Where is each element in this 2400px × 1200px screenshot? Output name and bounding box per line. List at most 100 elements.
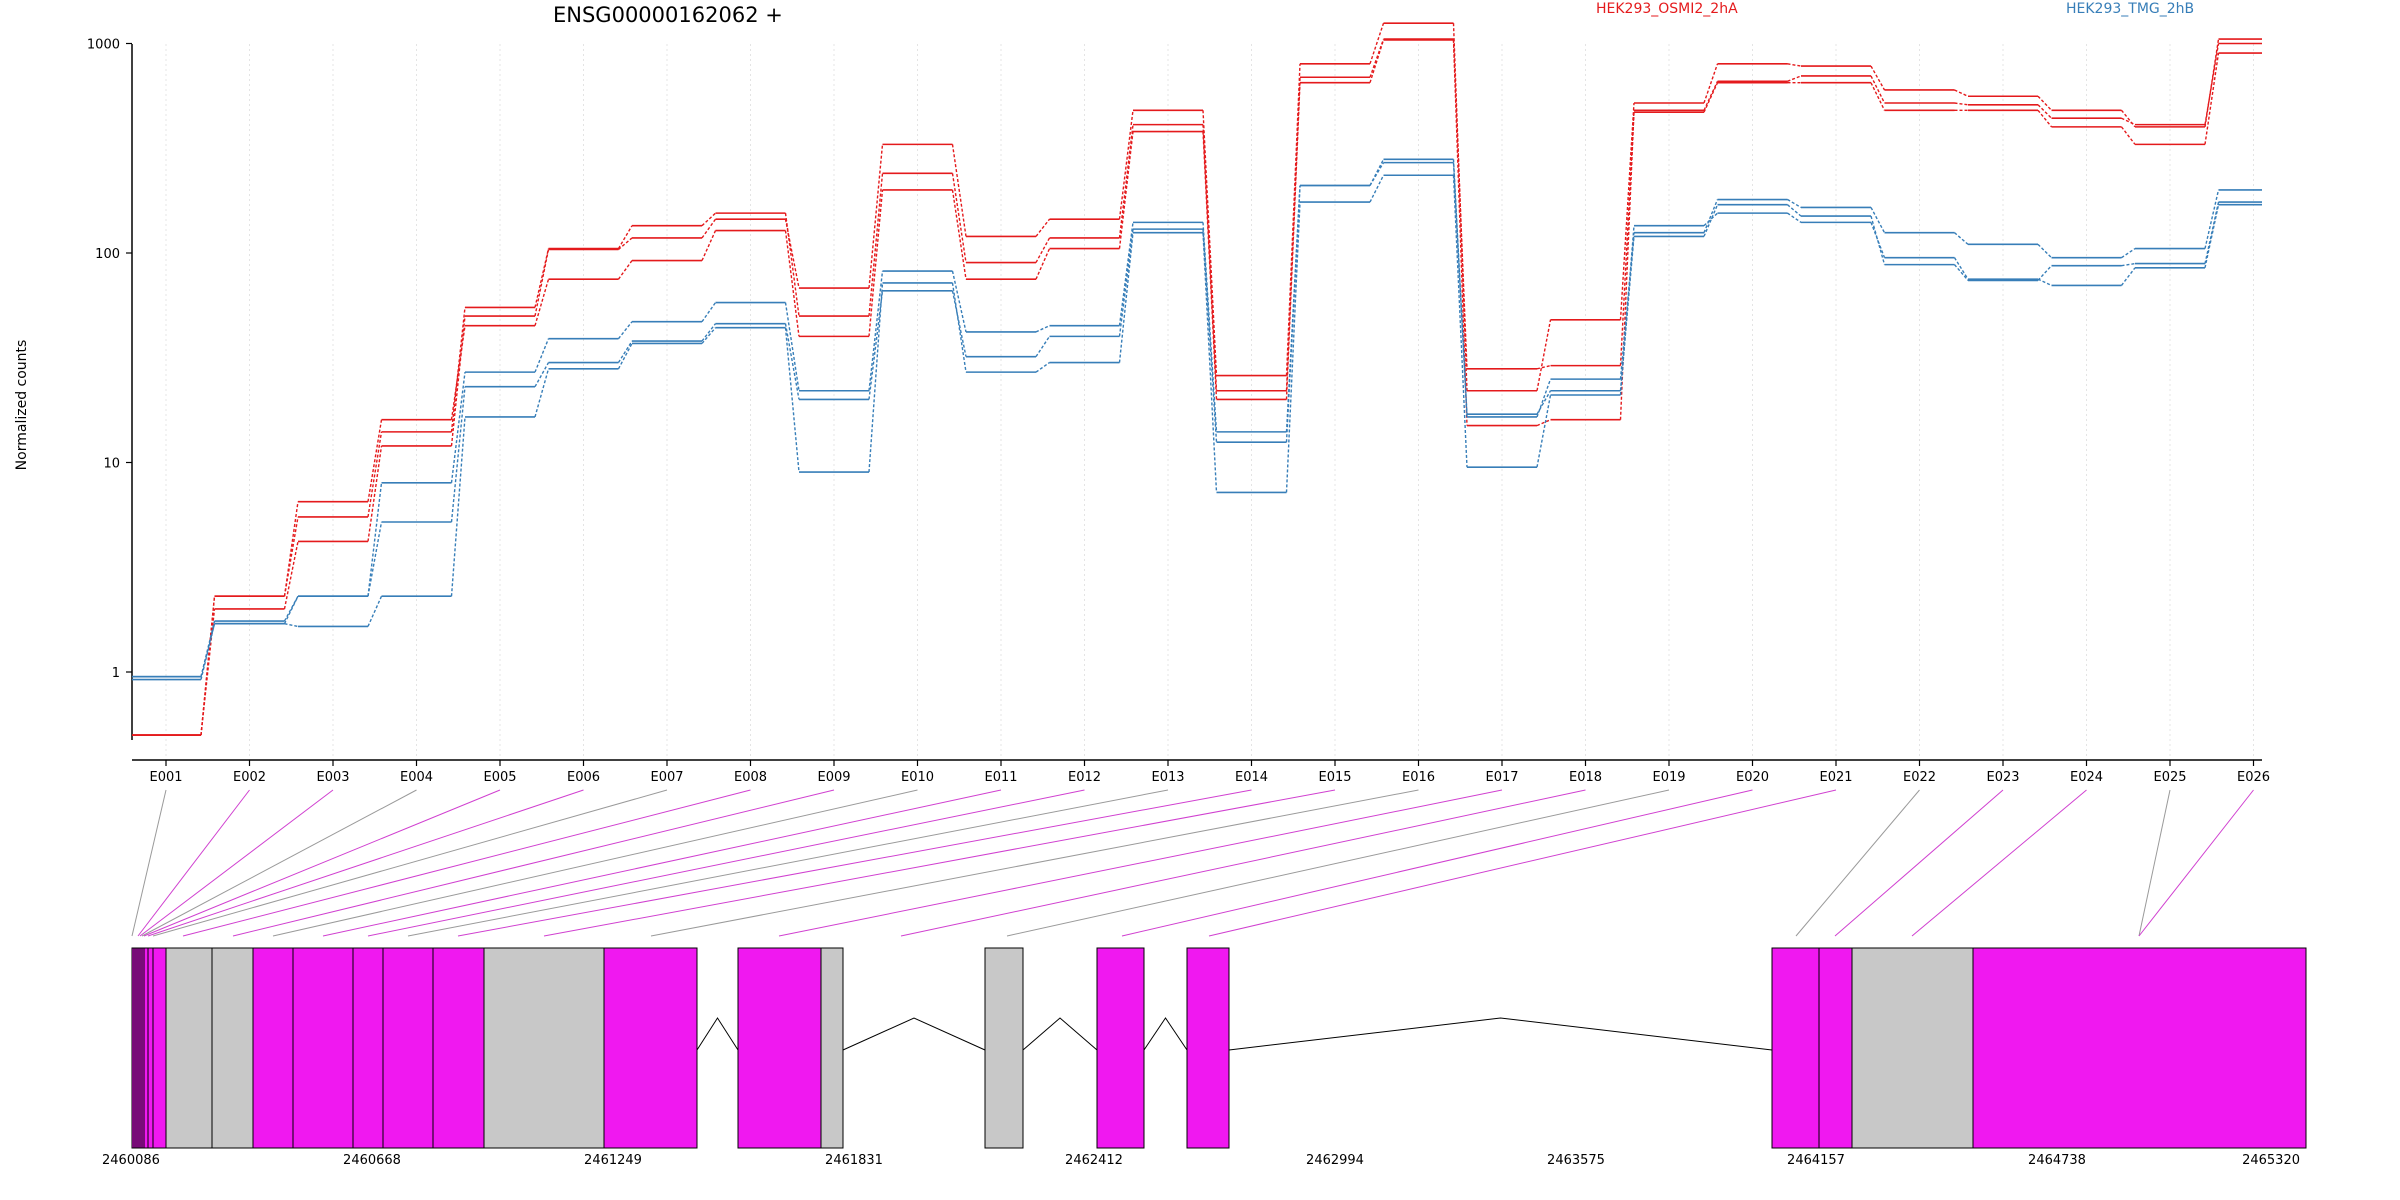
series-connector [1536, 394, 1552, 468]
series-connector [1787, 204, 1802, 217]
series-connector [1035, 335, 1051, 358]
exon-connector [147, 789, 584, 937]
exon-block [165, 947, 213, 1149]
series-connector [2120, 267, 2136, 286]
exon-block [1818, 947, 1853, 1149]
series-connector [2037, 243, 2052, 259]
intron-line [1143, 1017, 1188, 1051]
chart-title: ENSG00000162062 + [553, 3, 783, 27]
series-connector [450, 325, 466, 420]
series-connector [617, 343, 633, 370]
series-connector [2121, 247, 2136, 259]
x-tick-label: E020 [1736, 770, 1769, 785]
exon-block [1096, 947, 1145, 1149]
series-connector [1619, 232, 1635, 380]
coordinate-tick-label: 2465320 [2242, 1153, 2300, 1168]
exon-connector [2138, 789, 2254, 937]
series-connector [2204, 43, 2220, 125]
x-tick-label: E021 [1819, 770, 1852, 785]
series-connector [784, 323, 800, 400]
series-connector [1536, 364, 1551, 370]
exon-block [1972, 947, 2307, 1149]
exon-block [1186, 947, 1230, 1149]
series-connector [283, 516, 299, 597]
x-tick-label: E001 [149, 770, 182, 785]
x-tick-label: E009 [817, 770, 850, 785]
series-connector [868, 189, 884, 337]
series-connector [1118, 124, 1134, 239]
series-connector [1369, 162, 1385, 186]
series-connector [2204, 52, 2220, 145]
series-connector [200, 596, 216, 736]
series-connector [1619, 225, 1635, 396]
exon-connector [1834, 789, 2004, 937]
series-connector [701, 323, 717, 342]
y-tick-label: 10 [103, 457, 120, 472]
exon-block [737, 947, 822, 1149]
x-tick-label: E018 [1569, 770, 1602, 785]
exon-connector [367, 789, 1085, 937]
series-connector [1954, 232, 1969, 245]
series-connector [1035, 361, 1050, 373]
series-line [132, 174, 2262, 681]
series-connector [2037, 109, 2053, 128]
exon-block [292, 947, 354, 1149]
exon-connector [650, 789, 1419, 937]
series-connector [2120, 126, 2136, 145]
y-axis-label: Normalized counts [14, 340, 30, 471]
exon-connector [152, 789, 668, 937]
exon-block [1771, 947, 1820, 1149]
series-connector [534, 338, 550, 373]
series-connector [367, 431, 383, 518]
series-connector [617, 260, 633, 280]
series-connector [1035, 218, 1051, 237]
series-connector [200, 623, 216, 680]
x-tick-label: E025 [2153, 770, 2186, 785]
x-tick-label: E014 [1235, 770, 1268, 785]
series-connector [2037, 95, 2053, 111]
series-connector [534, 248, 550, 308]
exon-block [147, 947, 154, 1149]
legend-entry-1: HEK293_TMG_2hB [2066, 1, 2194, 17]
series-connector [1787, 198, 1802, 209]
series-connector [534, 249, 550, 317]
intron-line [1228, 1017, 1773, 1051]
exon-block [352, 947, 384, 1149]
series-connector [1035, 237, 1051, 263]
series-connector [1369, 38, 1385, 78]
x-tick-label: E013 [1151, 770, 1184, 785]
exon-block [252, 947, 294, 1149]
x-tick-label: E026 [2237, 770, 2270, 785]
coordinate-tick-label: 2462994 [1306, 1153, 1364, 1168]
y-tick-label: 1000 [87, 38, 120, 53]
coordinate-tick-label: 2464157 [1787, 1153, 1845, 1168]
series-connector [784, 213, 800, 317]
exon-connector [322, 789, 1002, 937]
exon-block [152, 947, 167, 1149]
series-connector [617, 321, 633, 340]
series-connector [1536, 419, 1551, 427]
series-connector [1202, 232, 1218, 493]
coordinate-tick-label: 2460086 [102, 1153, 160, 1168]
x-tick-label: E002 [233, 770, 266, 785]
series-connector [701, 230, 717, 261]
x-ticks: E001 E002 E003 E004 E005 E006 E007 E008 E009 E010… [149, 760, 2270, 785]
series-connector [1536, 319, 1552, 391]
series-connector [534, 368, 550, 418]
series-connector [1536, 390, 1552, 415]
series-connector [1703, 212, 1718, 227]
series-connector [1703, 63, 1719, 104]
series-connector [951, 282, 967, 373]
series-connector [1369, 22, 1385, 65]
series-connector [868, 282, 884, 473]
x-gridlines [165, 44, 2254, 760]
exon-block [382, 947, 434, 1149]
series-connector [1035, 248, 1051, 280]
x-tick-label: E008 [734, 770, 767, 785]
series-connector [617, 225, 633, 249]
series-connector [1870, 215, 1886, 265]
series-connector [1703, 82, 1719, 113]
exon-connector [1795, 789, 1920, 937]
series-connector [784, 219, 800, 289]
exon-connector-lines [131, 789, 2254, 937]
